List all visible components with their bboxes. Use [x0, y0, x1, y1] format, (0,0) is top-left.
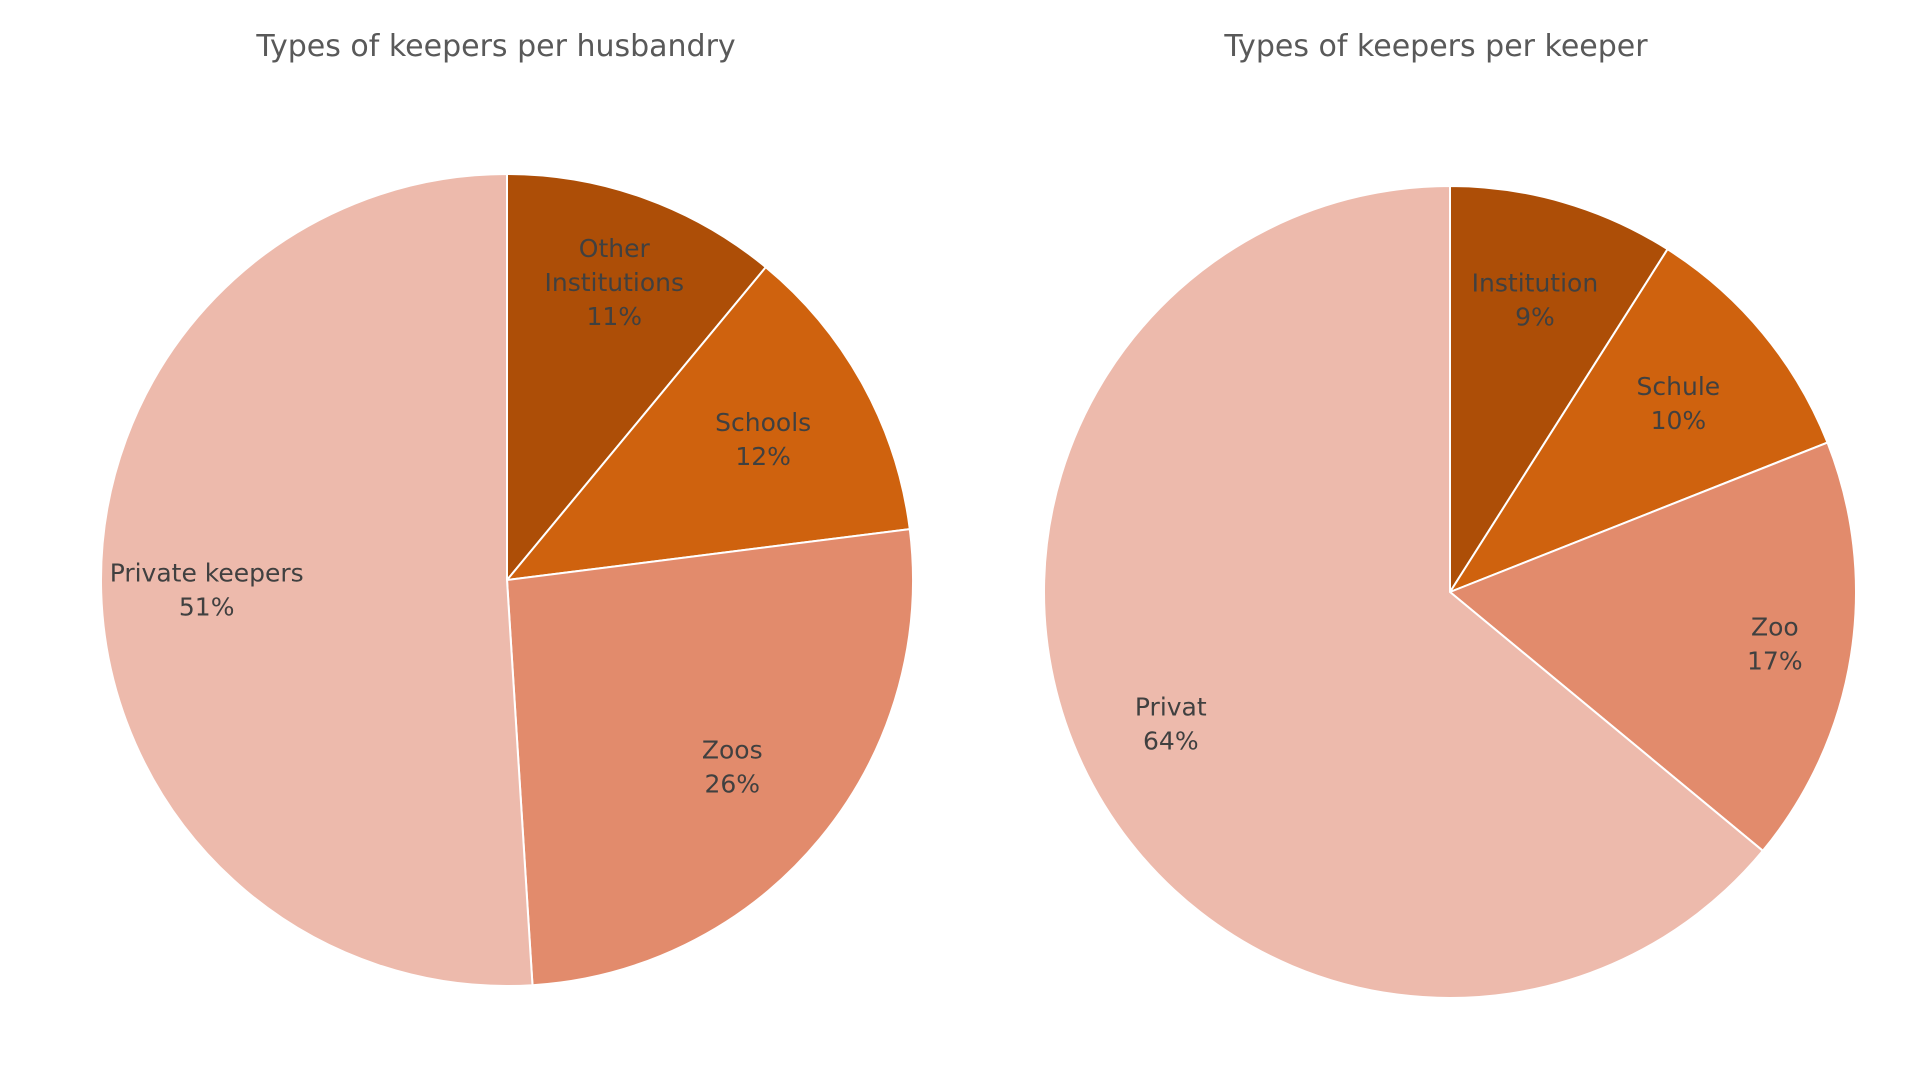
pie-slices-husbandry: [100, 172, 914, 987]
pie-slice-label-keeper-2: Zoo 17%: [1747, 612, 1803, 675]
pie-labels-husbandry: Other Institutions 11% Schools 12% Zoos 26% Pri…: [110, 234, 811, 798]
pie-chart-husbandry: Types of keepers per husbandry Other Inst…: [100, 29, 914, 987]
pie-slice-label-keeper-0: Institution 9%: [1472, 269, 1599, 332]
pie-slice-husbandry-1: [504, 265, 911, 582]
pie-slice-husbandry-2: [505, 527, 914, 987]
pie-slice-label-husbandry-1: Schools 12%: [715, 408, 811, 471]
chart-title-husbandry: Types of keepers per husbandry: [255, 29, 735, 64]
pie-slice-husbandry-0: [506, 172, 768, 583]
pie-labels-keeper: Institution 9% Schule 10% Zoo 17% Privat 64%: [1135, 269, 1803, 756]
pie-slice-label-keeper-1: Schule 10%: [1637, 372, 1721, 435]
pie-slice-husbandry-3: [100, 172, 534, 987]
pie-slice-label-husbandry-0: Other Institutions 11%: [544, 234, 684, 331]
pie-slice-keeper-1: [1447, 247, 1829, 595]
pie-slice-keeper-2: [1448, 441, 1857, 853]
pie-slice-label-husbandry-2: Zoos 26%: [702, 735, 763, 798]
pie-slices-keeper: [1043, 184, 1857, 999]
pie-slice-keeper-3: [1043, 184, 1765, 999]
pie-slice-keeper-0: [1449, 184, 1669, 596]
pie-slice-label-husbandry-3: Private keepers 51%: [110, 558, 304, 621]
chart-title-keeper: Types of keepers per keeper: [1223, 29, 1648, 64]
pie-chart-keeper: Types of keepers per keeper Institution 9…: [1043, 29, 1857, 999]
pie-slice-label-keeper-3: Privat 64%: [1135, 692, 1207, 755]
